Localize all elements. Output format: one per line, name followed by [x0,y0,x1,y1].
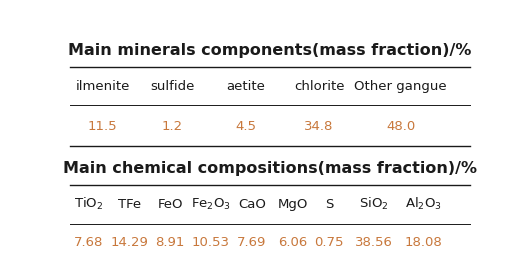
Text: S: S [325,198,334,211]
Text: 7.69: 7.69 [237,236,266,249]
Text: 8.91: 8.91 [155,236,184,249]
Text: aetite: aetite [226,80,265,93]
Text: Fe$_2$O$_3$: Fe$_2$O$_3$ [191,197,231,212]
Text: 4.5: 4.5 [235,121,256,133]
Text: FeO: FeO [157,198,183,211]
Text: 18.08: 18.08 [404,236,442,249]
Text: Main chemical compositions(mass fraction)/%: Main chemical compositions(mass fraction… [63,161,477,176]
Text: ilmenite: ilmenite [75,80,130,93]
Text: Al$_2$O$_3$: Al$_2$O$_3$ [405,196,442,212]
Text: 7.68: 7.68 [74,236,103,249]
Text: 11.5: 11.5 [88,121,118,133]
Text: chlorite: chlorite [294,80,344,93]
Text: sulfide: sulfide [150,80,194,93]
Text: Other gangue: Other gangue [355,80,447,93]
Text: TiO$_2$: TiO$_2$ [74,196,103,212]
Text: MgO: MgO [277,198,308,211]
Text: 1.2: 1.2 [161,121,183,133]
Text: CaO: CaO [238,198,266,211]
Text: 6.06: 6.06 [278,236,307,249]
Text: 48.0: 48.0 [386,121,415,133]
Text: SiO$_2$: SiO$_2$ [359,196,389,212]
Text: 14.29: 14.29 [110,236,148,249]
Text: 38.56: 38.56 [355,236,393,249]
Text: 0.75: 0.75 [315,236,344,249]
Text: 10.53: 10.53 [192,236,230,249]
Text: TFe: TFe [118,198,141,211]
Text: Main minerals components(mass fraction)/%: Main minerals components(mass fraction)/… [69,43,472,58]
Text: 34.8: 34.8 [305,121,334,133]
